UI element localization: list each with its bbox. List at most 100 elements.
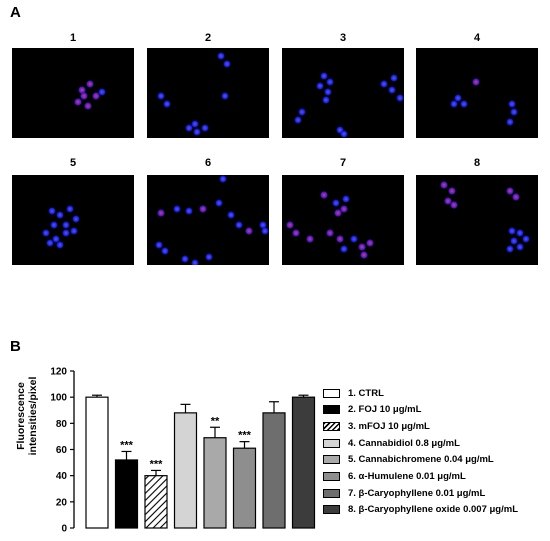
legend-swatch: [323, 455, 340, 465]
cell-nucleus: [227, 211, 235, 219]
significance-marker: **: [211, 415, 220, 427]
cell-nucleus: [510, 237, 518, 245]
cell-nucleus: [334, 209, 342, 217]
legend-swatch: [323, 505, 340, 515]
cell-nucleus: [340, 245, 348, 253]
legend-swatch: [323, 472, 340, 481]
cell-nucleus: [380, 80, 388, 88]
bar-4: [173, 412, 198, 529]
micrograph-image-1: [12, 48, 134, 138]
cell-nucleus: [472, 78, 480, 86]
cell-nucleus: [42, 229, 50, 237]
micrograph-label-8: 8: [473, 157, 481, 169]
legend-swatch: [323, 438, 340, 448]
cell-nucleus: [72, 215, 80, 223]
legend-swatch: [323, 488, 340, 498]
cell-nucleus: [98, 88, 106, 96]
cell-nucleus: [66, 205, 74, 213]
cell-nucleus: [510, 108, 518, 116]
cell-nucleus: [440, 181, 448, 189]
cell-nucleus: [245, 227, 253, 235]
legend-label: 8. β-Caryophyllene oxide 0.007 μg/mL: [348, 504, 518, 516]
cell-nucleus: [163, 100, 171, 108]
cell-nucleus: [320, 191, 328, 199]
cell-nucleus: [340, 130, 348, 138]
cell-nucleus: [161, 247, 169, 255]
cell-nucleus: [199, 205, 207, 213]
legend-item-8: 8. β-Caryophyllene oxide 0.007 μg/mL: [323, 503, 518, 517]
cell-nucleus: [173, 205, 181, 213]
cell-nucleus: [56, 241, 64, 249]
cell-nucleus: [70, 227, 78, 235]
micrograph-label-3: 3: [339, 32, 347, 44]
micrograph-label-6: 6: [204, 157, 212, 169]
legend-label: 4. Cannabidiol 0.8 μg/mL: [348, 437, 460, 449]
cell-nucleus: [48, 207, 56, 215]
micrograph-image-4: [416, 48, 538, 138]
micrograph-label-5: 5: [69, 157, 77, 169]
y-tick-label: 0: [61, 524, 67, 535]
cell-nucleus: [52, 235, 60, 243]
cell-nucleus: [221, 92, 229, 100]
cell-nucleus: [80, 92, 88, 100]
panel-b-label: B: [10, 338, 21, 355]
cell-nucleus: [448, 187, 456, 195]
micrograph-image-7: [282, 175, 404, 265]
micrograph-label-4: 4: [473, 32, 481, 44]
legend-item-1: 1. CTRL: [323, 386, 384, 400]
cell-nucleus: [78, 86, 86, 94]
cell-nucleus: [322, 96, 330, 104]
y-tick-label: 80: [56, 419, 68, 430]
micrograph-image-3: [282, 48, 404, 138]
cell-nucleus: [74, 98, 82, 106]
cell-nucleus: [205, 253, 213, 261]
cell-nucleus: [56, 211, 64, 219]
cell-nucleus: [360, 251, 368, 259]
cell-nucleus: [342, 195, 350, 203]
cell-nucleus: [454, 94, 462, 102]
cell-nucleus: [86, 80, 94, 88]
cell-nucleus: [508, 100, 516, 108]
cell-nucleus: [506, 187, 514, 195]
bar-8: [291, 396, 316, 529]
cell-nucleus: [326, 229, 334, 237]
cell-nucleus: [522, 235, 530, 243]
cell-nucleus: [450, 201, 458, 209]
cell-nucleus: [516, 229, 524, 237]
cell-nucleus: [292, 229, 300, 237]
panel-a-label: A: [10, 4, 21, 21]
legend-label: 6. α-Humulene 0.01 μg/mL: [348, 471, 466, 482]
micrograph-image-8: [416, 175, 538, 265]
cell-nucleus: [340, 205, 348, 213]
significance-marker: ***: [150, 458, 164, 470]
cell-nucleus: [306, 235, 314, 243]
legend-item-3: 3. mFOJ 10 μg/mL: [323, 419, 430, 433]
cell-nucleus: [191, 120, 199, 128]
y-tick-label: 120: [50, 367, 67, 378]
cell-nucleus: [506, 118, 514, 126]
legend-swatch: [323, 421, 340, 431]
y-tick-label: 60: [56, 445, 68, 456]
legend-label: 1. CTRL: [348, 387, 384, 399]
cell-nucleus: [444, 197, 452, 205]
legend-label: 3. mFOJ 10 μg/mL: [348, 420, 430, 432]
bar-1: [85, 396, 109, 529]
cell-nucleus: [460, 100, 468, 108]
legend-swatch: [323, 388, 340, 398]
bar-2: [114, 459, 139, 529]
micrograph-image-5: [12, 175, 134, 265]
legend-item-6: 6. α-Humulene 0.01 μg/mL: [323, 470, 466, 484]
cell-nucleus: [358, 243, 366, 251]
cell-nucleus: [336, 235, 344, 243]
cell-nucleus: [62, 221, 70, 229]
cell-nucleus: [191, 259, 199, 265]
cell-nucleus: [316, 82, 324, 90]
cell-nucleus: [332, 199, 340, 207]
cell-nucleus: [46, 239, 54, 247]
bar-6: [232, 447, 257, 529]
cell-nucleus: [516, 243, 524, 251]
cell-nucleus: [324, 88, 332, 96]
bar-5: [203, 437, 227, 529]
cell-nucleus: [259, 221, 267, 229]
micrograph-label-2: 2: [204, 32, 212, 44]
